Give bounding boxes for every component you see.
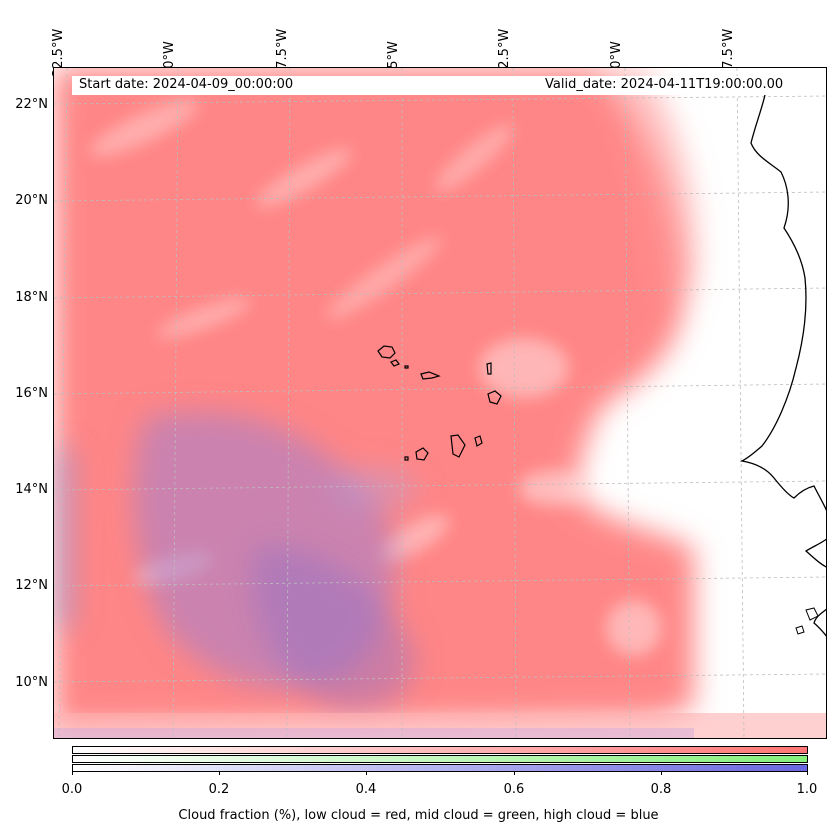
colorbar-tick-label: 0.0 (61, 782, 83, 797)
colorbar-high (72, 764, 808, 772)
lon-gridline (58, 68, 68, 738)
lat-label: 10°N (15, 675, 48, 690)
island-maio (474, 435, 483, 447)
island-santa-luzia (404, 365, 409, 369)
start-date-label: Start date: 2024-04-09_00:00:00 (79, 77, 294, 92)
lat-label: 22°N (15, 97, 48, 112)
bottom-cloud-strip (54, 713, 826, 738)
valid-date-label: Valid_date: 2024-04-11T19:00:00.00 (545, 77, 784, 92)
cloud-fraction-map (53, 67, 827, 739)
island-santo-antao (377, 345, 396, 359)
bottom-high-strip (54, 728, 694, 738)
africa-coastline (739, 89, 826, 637)
colorbar-mid (72, 755, 808, 763)
high-cloud-field (54, 411, 419, 710)
island-brava (404, 456, 409, 461)
island-boa-vista (487, 390, 502, 405)
colorbar-tickmark (514, 771, 515, 775)
island-santiago (450, 434, 466, 458)
lon-gridline (172, 68, 179, 738)
lat-label: 12°N (15, 578, 48, 593)
colorbar-tick-label: 0.8 (650, 782, 672, 797)
colorbar-low (72, 746, 808, 754)
bissagos-islands (805, 607, 819, 621)
lat-label: 18°N (15, 290, 48, 305)
colorbar-caption: Cloud fraction (%), low cloud = red, mid… (178, 808, 659, 823)
lon-gridline (624, 68, 631, 738)
lon-gridline (512, 68, 517, 738)
lon-gridline (286, 68, 291, 738)
graticule (54, 68, 826, 738)
lat-label: 20°N (15, 193, 48, 208)
colorbar-tickmark (366, 771, 367, 775)
lat-label: 16°N (15, 386, 48, 401)
colorbar-tick-label: 0.4 (355, 782, 377, 797)
lat-label: 14°N (15, 482, 48, 497)
map-canvas (54, 68, 826, 738)
cape-verde-islands (377, 345, 502, 461)
lon-gridline (736, 68, 745, 738)
colorbar-tickmark (661, 771, 662, 775)
colorbar-tickmark (807, 771, 808, 775)
bissagos-islands (795, 625, 805, 635)
island-sao-vicente (390, 359, 400, 367)
colorbar-tickmark (219, 771, 220, 775)
island-sao-nicolau (420, 371, 441, 380)
info-banner (72, 76, 808, 95)
island-sal (486, 362, 492, 375)
colorbar-tick-label: 0.2 (208, 782, 230, 797)
colorbar-tickmark (72, 771, 73, 775)
island-fogo (415, 447, 429, 461)
colorbar-tick-label: 0.6 (503, 782, 525, 797)
colorbar-tick-label: 1.0 (796, 782, 818, 797)
